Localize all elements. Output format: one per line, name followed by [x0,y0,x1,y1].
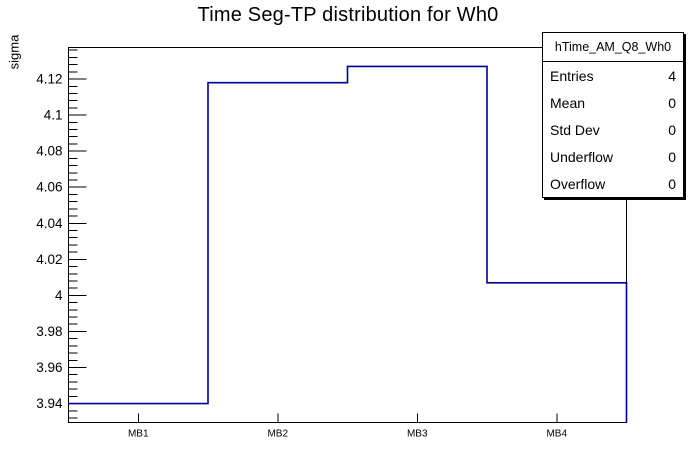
stats-row-mean: Mean 0 [543,89,683,116]
stats-row-label: Overflow [550,175,606,192]
chart-title: Time Seg-TP distribution for Wh0 [197,4,499,26]
x-axis-tick-label: MB3 [407,429,428,440]
y-axis-tick-label: 4.08 [36,144,62,159]
x-axis-tick-label: MB4 [546,429,567,440]
stats-row-value: 0 [668,175,676,192]
stats-row-entries: Entries 4 [543,62,683,89]
stats-box-title: hTime_AM_Q8_Wh0 [543,33,683,62]
x-axis-tick-label: MB1 [128,429,149,440]
stats-row-label: Entries [550,67,594,84]
stats-row-value: 0 [668,148,676,165]
stats-row-stddev: Std Dev 0 [543,116,683,143]
y-axis-tick-label: 4.1 [44,108,63,123]
stats-row-value: 0 [668,121,676,138]
y-axis-tick-label: 4.04 [36,216,63,231]
stats-row-label: Mean [550,94,586,111]
y-axis-tick-label: 3.98 [36,324,62,339]
stats-row-overflow: Overflow 0 [543,170,683,197]
y-axis-tick-label: 3.94 [36,396,63,411]
stats-row-label: Std Dev [550,121,600,138]
y-axis-tick-label: 4.06 [36,180,62,195]
y-axis-tick-label: 4.12 [36,72,62,87]
y-axis-tick-label: 3.96 [36,360,62,375]
stats-row-label: Underflow [550,148,614,165]
stats-rows: Entries 4 Mean 0 Std Dev 0 Underflow 0 O… [543,62,683,197]
histogram-step-line [68,65,628,423]
stats-box: hTime_AM_Q8_Wh0 Entries 4 Mean 0 Std Dev… [542,32,684,198]
stats-row-value: 0 [668,94,676,111]
plot-frame [68,47,627,423]
y-axis-tick-label: 4.02 [36,252,62,267]
stats-row-underflow: Underflow 0 [543,143,683,170]
stats-row-value: 4 [668,67,676,84]
y-axis-tick-label: 4 [55,288,63,303]
x-axis-tick-label: MB2 [267,429,288,440]
